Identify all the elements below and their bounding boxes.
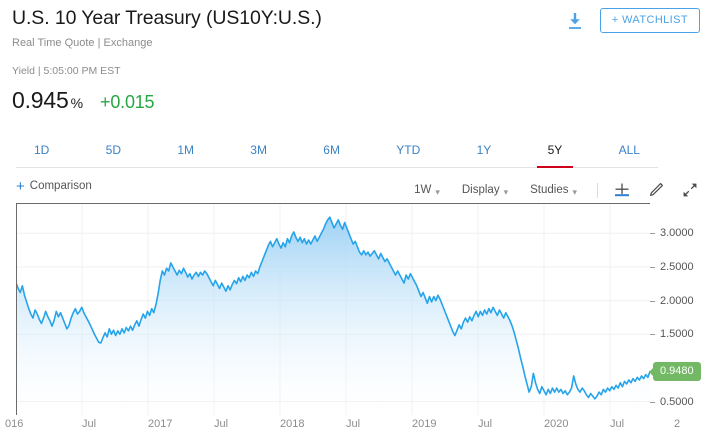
tab-3m[interactable]: 3M	[250, 143, 267, 157]
range-tabs: 1D 5D 1M 3M 6M YTD 1Y 5Y ALL	[16, 143, 658, 168]
toolbar-divider	[597, 182, 598, 198]
current-price-badge: 0.9480	[649, 362, 701, 382]
tab-1d[interactable]: 1D	[34, 143, 50, 157]
y-axis-tick	[650, 401, 655, 403]
x-axis-label: 2019	[412, 418, 437, 430]
y-axis: 3.0000 2.5000 2.0000 1.5000 0.5000 0.9480	[649, 203, 710, 418]
pencil-icon[interactable]	[646, 180, 666, 200]
y-axis-tick	[650, 233, 655, 235]
tab-1m[interactable]: 1M	[177, 143, 194, 157]
tab-1y[interactable]: 1Y	[476, 143, 492, 157]
header-actions: + WATCHLIST	[564, 8, 700, 33]
tab-ytd[interactable]: YTD	[396, 143, 421, 157]
price-change: +0.015	[100, 92, 155, 112]
interval-label: 1W	[414, 184, 432, 196]
tab-6m[interactable]: 6M	[323, 143, 340, 157]
x-axis-label: Jul	[478, 418, 493, 430]
y-axis-label: 3.0000	[660, 227, 694, 240]
x-axis-label: 2018	[280, 418, 305, 430]
quote-timestamp: Yield | 5:05:00 PM EST	[12, 65, 121, 77]
y-axis-label: 1.5000	[660, 328, 694, 341]
chart-canvas	[16, 203, 650, 415]
chevron-down-icon: ▾	[572, 186, 577, 197]
page-title: U.S. 10 Year Treasury (US10Y:U.S.)	[12, 7, 322, 29]
studies-label: Studies	[530, 184, 569, 196]
chart-area-fill	[16, 217, 650, 415]
chart-frame	[16, 203, 650, 415]
chart-toolbar: + Comparison 1W ▾ Display ▾ Studies ▾	[16, 177, 700, 202]
y-axis-tick	[650, 300, 655, 302]
chevron-down-icon: ▾	[503, 186, 509, 197]
y-axis-label: 2.5000	[660, 260, 694, 273]
x-axis-label: Jul	[82, 418, 97, 430]
x-axis-label: 2020	[544, 418, 569, 430]
price-row: 0.945 % +0.015	[12, 87, 700, 114]
studies-dropdown[interactable]: Studies ▾	[530, 184, 577, 196]
expand-icon[interactable]	[680, 180, 700, 200]
quote-subtitle: Real Time Quote | Exchange	[12, 37, 153, 49]
x-axis-label: 2	[674, 418, 681, 430]
toolbar-right-group: 1W ▾ Display ▾ Studies ▾	[414, 180, 700, 200]
price-chart[interactable]	[16, 203, 650, 415]
x-axis: 016 Jul 2017 Jul 2018 Jul 2019 Jul 2020 Jul 2	[0, 418, 710, 438]
plus-icon: +	[16, 177, 25, 195]
y-axis-label: 2.0000	[660, 294, 694, 307]
comparison-label: Comparison	[29, 180, 92, 192]
y-axis-label: 0.5000	[660, 395, 694, 408]
quote-header: U.S. 10 Year Treasury (US10Y:U.S.) Real …	[12, 6, 700, 114]
tab-all[interactable]: ALL	[618, 143, 640, 157]
display-label: Display	[461, 184, 500, 196]
y-axis-tick	[650, 266, 655, 268]
add-to-watchlist-button[interactable]: + WATCHLIST	[599, 8, 700, 33]
chevron-down-icon: ▾	[435, 186, 440, 197]
x-axis-label: Jul	[610, 418, 625, 430]
display-dropdown[interactable]: Display ▾	[462, 184, 508, 196]
price-unit: %	[70, 95, 84, 111]
crosshair-icon[interactable]	[612, 180, 632, 200]
tab-5y[interactable]: 5Y	[536, 143, 573, 168]
tab-5d[interactable]: 5D	[105, 143, 121, 157]
y-axis-tick	[650, 334, 655, 336]
add-comparison-button[interactable]: + Comparison	[16, 177, 92, 195]
x-axis-label: 016	[5, 418, 24, 430]
x-axis-label: Jul	[346, 418, 361, 430]
chart-line	[16, 216, 650, 400]
x-axis-label: Jul	[214, 418, 229, 430]
price-value: 0.945	[12, 87, 69, 113]
interval-dropdown[interactable]: 1W ▾	[414, 184, 440, 196]
x-axis-label: 2017	[148, 418, 173, 430]
download-icon[interactable]	[564, 10, 586, 32]
